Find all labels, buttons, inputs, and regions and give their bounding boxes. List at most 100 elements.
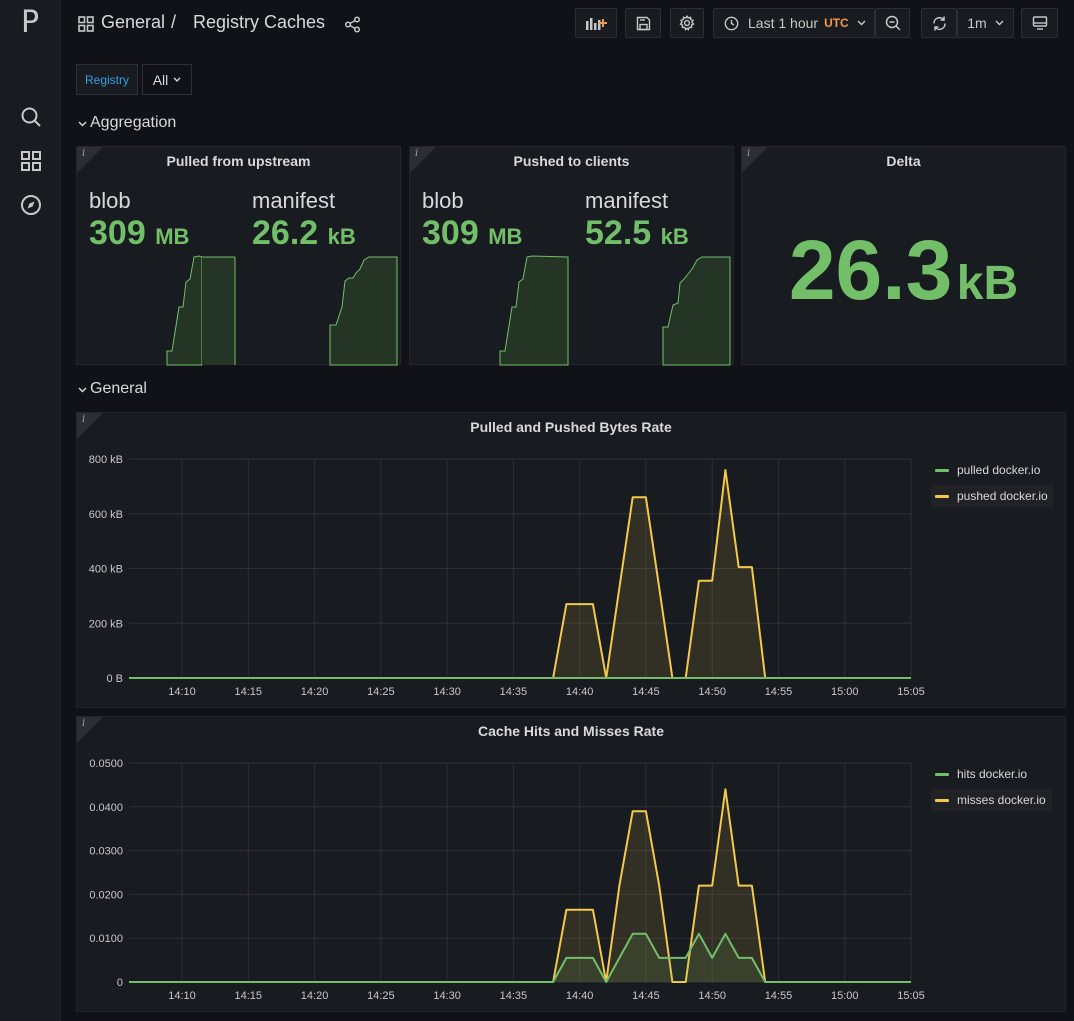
row-title: Aggregation bbox=[90, 114, 177, 131]
sparkline-blob bbox=[499, 255, 569, 366]
save-button[interactable] bbox=[625, 8, 661, 38]
search-icon[interactable] bbox=[20, 106, 42, 128]
panel-cache-hits[interactable]: i Cache Hits and Misses Rate 0 0.0100 0.02… bbox=[76, 716, 1066, 1012]
settings-button[interactable] bbox=[670, 8, 704, 38]
y-tick-label: 600 kB bbox=[89, 509, 123, 521]
dashboards-icon[interactable] bbox=[20, 150, 42, 172]
info-icon[interactable]: i bbox=[77, 717, 103, 743]
legend-item[interactable]: pushed docker.io bbox=[931, 485, 1054, 507]
top-navbar: General / Registry Caches Last 1 hour UT… bbox=[60, 0, 1074, 48]
time-picker[interactable]: Last 1 hour UTC bbox=[713, 8, 875, 38]
add-panel-button[interactable] bbox=[575, 8, 617, 38]
panel-pulled-upstream[interactable]: i Pulled from upstream blob 309 MB manif… bbox=[76, 146, 401, 366]
series-area bbox=[129, 470, 911, 678]
info-icon[interactable]: i bbox=[77, 147, 103, 173]
add-panel-icon bbox=[586, 18, 607, 30]
time-range-label: Last 1 hour bbox=[748, 15, 819, 31]
stat-unit: MB bbox=[488, 224, 523, 249]
stat-value: 52.5 kB bbox=[585, 214, 689, 252]
panel-title: Pushed to clients bbox=[513, 153, 630, 169]
clock-icon bbox=[724, 16, 739, 30]
x-tick-label: 14:40 bbox=[566, 990, 594, 1002]
stat-unit: kB bbox=[660, 224, 689, 249]
series-area bbox=[129, 789, 911, 982]
x-tick-label: 14:10 bbox=[168, 990, 196, 1002]
y-tick-label: 0.0300 bbox=[89, 846, 123, 858]
refresh-button[interactable] bbox=[921, 8, 957, 38]
stat-sparklines bbox=[166, 255, 398, 366]
stat-value: 309 MB bbox=[89, 214, 190, 252]
timezone-label: UTC bbox=[824, 16, 849, 30]
explore-icon[interactable] bbox=[20, 194, 42, 216]
variable-label: Registry bbox=[76, 64, 138, 95]
x-tick-label: 15:05 bbox=[897, 686, 925, 698]
gear-icon bbox=[679, 15, 695, 31]
chart-legend: hits docker.io misses docker.io bbox=[931, 763, 1052, 815]
breadcrumb-folder[interactable]: General bbox=[101, 12, 166, 32]
sparkline-blob bbox=[166, 255, 203, 366]
x-tick-label: 14:40 bbox=[566, 686, 594, 698]
y-tick-label: 0.0400 bbox=[89, 802, 123, 814]
y-tick-label: 400 kB bbox=[89, 564, 123, 576]
row-general[interactable]: General bbox=[78, 380, 147, 398]
chevron-down-icon bbox=[78, 387, 87, 393]
grid-icon bbox=[78, 16, 94, 32]
x-tick-label: 15:00 bbox=[831, 686, 859, 698]
refresh-interval-label: 1m bbox=[967, 15, 987, 31]
row-title: General bbox=[90, 380, 147, 397]
series-area bbox=[129, 933, 911, 982]
info-icon[interactable]: i bbox=[77, 413, 103, 439]
panel-title: Cache Hits and Misses Rate bbox=[478, 723, 664, 739]
series-line bbox=[129, 932, 911, 983]
logo[interactable]: P bbox=[20, 5, 40, 40]
panel-title: Delta bbox=[886, 153, 921, 169]
y-tick-label: 0 B bbox=[106, 673, 123, 685]
legend-item[interactable]: hits docker.io bbox=[931, 763, 1052, 785]
y-tick-label: 0.0500 bbox=[89, 758, 123, 770]
x-tick-label: 14:35 bbox=[500, 686, 528, 698]
stat-value: 26.3 kB bbox=[788, 223, 1019, 317]
info-icon[interactable]: i bbox=[410, 147, 436, 173]
y-tick-label: 0.0100 bbox=[89, 933, 123, 945]
stat-value: 309 MB bbox=[422, 214, 523, 252]
save-icon bbox=[636, 16, 650, 30]
stat-unit: MB bbox=[155, 224, 190, 249]
stat-value: 26.2 kB bbox=[252, 214, 356, 252]
stat-name: blob bbox=[89, 188, 131, 213]
tv-mode-button[interactable] bbox=[1021, 8, 1058, 38]
panel-delta[interactable]: i Delta 26.3 kB bbox=[741, 146, 1066, 365]
x-tick-label: 15:00 bbox=[831, 990, 859, 1002]
sidebar: P bbox=[0, 0, 61, 1021]
x-tick-label: 14:15 bbox=[235, 990, 263, 1002]
variable-value: All bbox=[152, 71, 169, 88]
y-tick-label: 0 bbox=[117, 977, 123, 989]
share-icon[interactable] bbox=[344, 16, 361, 33]
page-title[interactable]: Registry Caches bbox=[193, 12, 326, 32]
panel-pushed-clients[interactable]: i Pushed to clients blob 309 MB manifest… bbox=[409, 146, 734, 366]
x-tick-label: 14:55 bbox=[765, 990, 793, 1002]
registry-variable-select[interactable]: All bbox=[142, 64, 192, 95]
stat-name: manifest bbox=[585, 188, 669, 213]
zoom-out-icon bbox=[885, 15, 901, 31]
info-icon[interactable]: i bbox=[742, 147, 768, 173]
sparkline-manifest bbox=[662, 256, 731, 366]
stat-name: blob bbox=[422, 188, 464, 213]
x-tick-label: 14:15 bbox=[235, 686, 263, 698]
panel-bytes-rate[interactable]: i Pulled and Pushed Bytes Rate 0 B 200 kB… bbox=[76, 412, 1066, 708]
x-tick-label: 14:10 bbox=[168, 686, 196, 698]
x-tick-label: 14:35 bbox=[500, 990, 528, 1002]
stat-unit: kB bbox=[327, 224, 356, 249]
y-tick-label: 800 kB bbox=[89, 454, 123, 466]
refresh-interval-picker[interactable]: 1m bbox=[957, 8, 1014, 38]
series-line bbox=[129, 788, 911, 983]
breadcrumb-separator: / bbox=[171, 12, 177, 32]
x-tick-label: 14:50 bbox=[698, 686, 726, 698]
x-tick-label: 15:05 bbox=[897, 990, 925, 1002]
x-tick-label: 14:25 bbox=[367, 990, 395, 1002]
x-tick-label: 14:50 bbox=[698, 990, 726, 1002]
zoom-out-button[interactable] bbox=[875, 8, 910, 38]
legend-item[interactable]: pulled docker.io bbox=[931, 459, 1054, 481]
row-aggregation[interactable]: Aggregation bbox=[78, 114, 176, 132]
panel-title: Pulled from upstream bbox=[166, 153, 311, 169]
legend-item[interactable]: misses docker.io bbox=[931, 789, 1052, 811]
